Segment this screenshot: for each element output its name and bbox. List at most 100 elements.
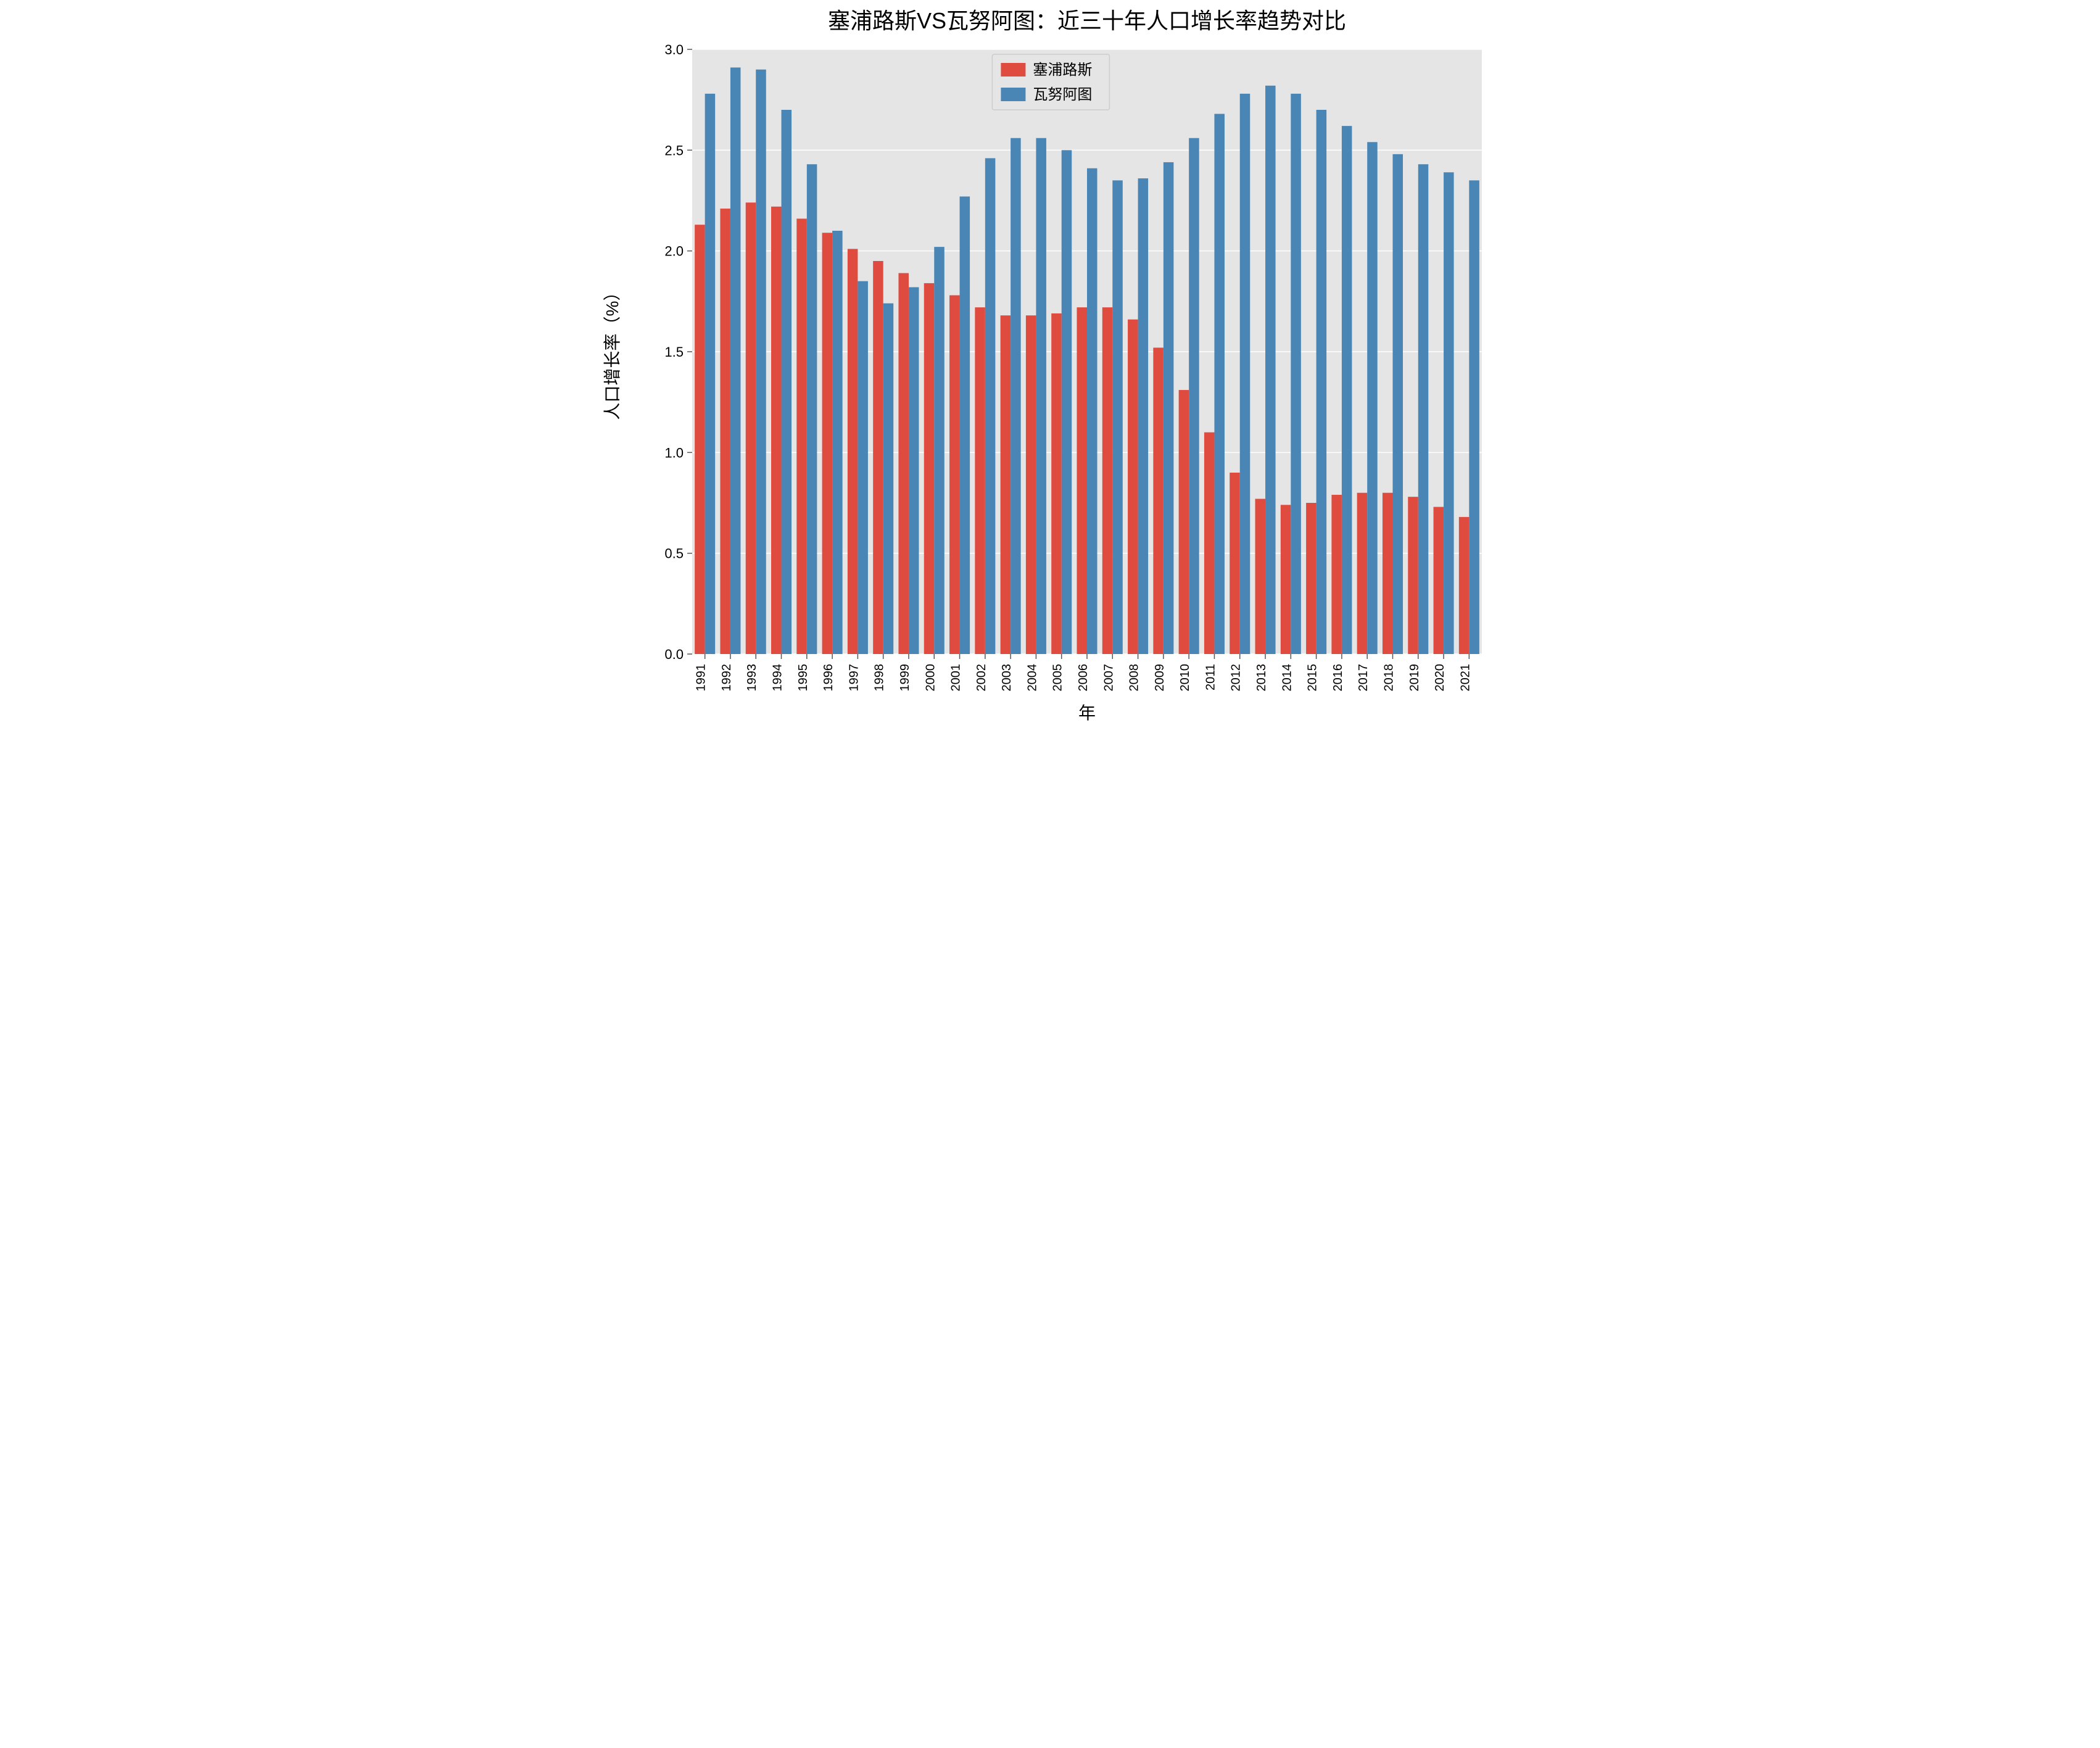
bar-series-b <box>1062 150 1072 654</box>
x-tick-label: 2008 <box>1128 664 1141 692</box>
x-tick-label: 2001 <box>949 664 963 692</box>
bar-series-b <box>705 94 716 654</box>
bar-series-a <box>771 207 782 654</box>
bar-series-a <box>695 225 705 654</box>
y-tick-label: 1.5 <box>664 344 684 360</box>
x-tick-label: 2015 <box>1306 664 1320 692</box>
bar-series-b <box>883 304 894 654</box>
x-tick-label: 1997 <box>847 664 861 692</box>
bar-series-b <box>1240 94 1250 654</box>
bar-series-a <box>1077 307 1087 654</box>
bar-series-a <box>1459 517 1470 654</box>
bar-series-a <box>1281 505 1291 654</box>
x-tick-label: 1993 <box>745 664 759 692</box>
x-tick-label: 1991 <box>695 664 708 692</box>
bar-series-b <box>1317 110 1327 654</box>
y-tick-label: 1.0 <box>664 445 684 460</box>
bar-series-b <box>909 287 919 654</box>
x-tick-label: 2004 <box>1025 664 1039 692</box>
bar-series-b <box>1291 94 1301 654</box>
x-tick-label: 1998 <box>873 664 887 692</box>
y-axis-label: 人口增长率（%） <box>603 284 622 420</box>
bar-series-b <box>1164 162 1174 654</box>
bar-series-b <box>1444 172 1454 654</box>
x-tick-label: 2020 <box>1433 664 1447 692</box>
bar-series-b <box>985 158 996 654</box>
bar-series-b <box>858 281 868 654</box>
bar-series-b <box>832 231 843 654</box>
bar-series-b <box>1367 142 1378 654</box>
x-tick-label: 2019 <box>1408 664 1421 692</box>
bar-series-a <box>796 218 807 654</box>
chart-container: 0.0 0.5 1.0 1.5 2.0 2.5 3.0 1991 1992 1993 1994 199… <box>587 0 1513 770</box>
y-tick-label: 0.0 <box>664 647 684 662</box>
bar-series-a <box>1255 499 1266 654</box>
bar-series-b <box>1214 114 1225 654</box>
bar-series-a <box>924 283 935 654</box>
x-tick-label: 2002 <box>975 664 988 692</box>
bar-series-b <box>1392 154 1403 654</box>
y-tick-label: 0.5 <box>664 546 684 561</box>
x-tick-label: 1994 <box>771 664 785 692</box>
bar-series-b <box>782 110 792 654</box>
bar-series-a <box>975 307 985 654</box>
bar-series-a <box>1306 503 1317 654</box>
bar-series-b <box>756 70 766 654</box>
bar-series-b <box>934 247 945 654</box>
x-axis-label: 年 <box>1078 703 1096 723</box>
x-tick-label: 2005 <box>1051 664 1065 692</box>
bar-series-a <box>720 209 730 654</box>
bar-series-a <box>1434 507 1444 654</box>
legend-label: 瓦努阿图 <box>1033 86 1092 103</box>
x-tick-label: 2007 <box>1102 664 1115 692</box>
x-tick-label: 2014 <box>1280 664 1294 692</box>
bar-series-b <box>1011 138 1021 654</box>
bar-series-a <box>848 249 858 654</box>
legend-label: 塞浦路斯 <box>1033 62 1092 78</box>
x-tick-label: 2009 <box>1153 664 1167 692</box>
bar-series-a <box>1357 493 1368 654</box>
bar-series-b <box>1087 168 1098 654</box>
x-tick-label: 2003 <box>1000 664 1014 692</box>
x-tick-label: 2006 <box>1077 664 1090 692</box>
bar-series-a <box>1383 493 1393 654</box>
bar-series-a <box>1408 497 1418 654</box>
y-tick-label: 3.0 <box>664 42 684 57</box>
bar-series-a <box>1153 347 1164 654</box>
y-tick-label: 2.0 <box>664 244 684 259</box>
x-tick-label: 2000 <box>924 664 937 692</box>
bar-series-b <box>960 196 970 654</box>
bar-series-a <box>1179 390 1189 654</box>
bar-series-b <box>1342 126 1352 654</box>
x-tick-label: 2018 <box>1382 664 1395 692</box>
bar-series-a <box>1102 307 1113 654</box>
bar-series-a <box>822 233 833 654</box>
x-tick-label: 1992 <box>720 664 734 692</box>
y-tick-label: 2.5 <box>664 143 684 158</box>
x-tick-label: 2017 <box>1357 664 1370 692</box>
x-tick-label: 1999 <box>898 664 912 692</box>
bar-series-a <box>1128 320 1138 654</box>
legend-swatch <box>1001 63 1025 77</box>
chart-svg: 0.0 0.5 1.0 1.5 2.0 2.5 3.0 1991 1992 1993 1994 199… <box>587 0 1513 770</box>
bar-series-a <box>873 261 883 654</box>
bar-series-b <box>730 67 741 654</box>
x-tick-label: 2016 <box>1331 664 1345 692</box>
bar-series-a <box>1051 313 1062 654</box>
x-tick-label: 1996 <box>822 664 835 692</box>
x-tick-label: 2010 <box>1178 664 1192 692</box>
bar-series-b <box>1138 178 1149 654</box>
bar-series-b <box>1112 180 1123 654</box>
x-tick-label: 1995 <box>796 664 810 692</box>
bar-series-a <box>746 202 756 654</box>
legend-swatch <box>1001 88 1025 101</box>
bar-series-b <box>1469 180 1479 654</box>
bar-series-a <box>1331 495 1342 654</box>
bar-series-a <box>898 273 909 654</box>
bar-series-a <box>1204 433 1215 654</box>
bar-series-b <box>1036 138 1046 654</box>
x-tick-label: 2011 <box>1204 664 1217 690</box>
bar-series-a <box>949 296 960 654</box>
chart-title: 塞浦路斯VS瓦努阿图：近三十年人口增长率趋势对比 <box>828 8 1346 33</box>
bar-series-a <box>1230 473 1240 654</box>
